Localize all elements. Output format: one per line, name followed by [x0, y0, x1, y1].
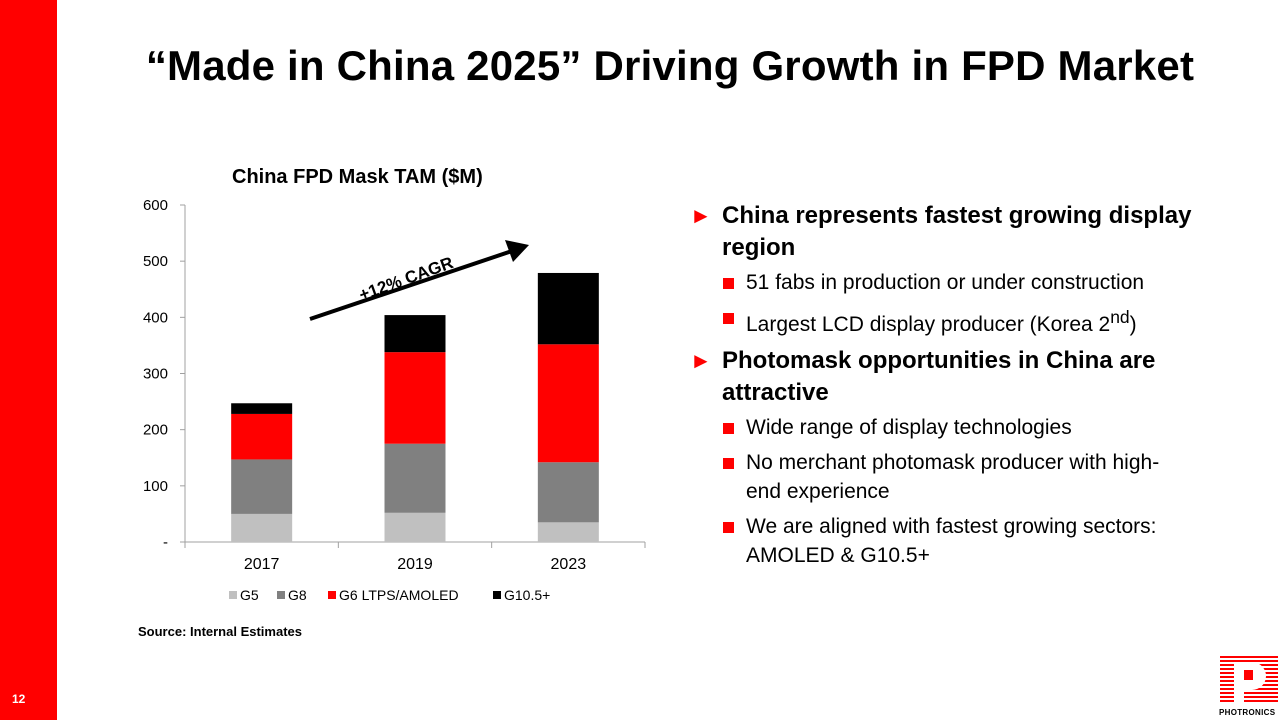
arrow-bullet-icon: ► — [690, 203, 712, 228]
legend-label: G8 — [288, 587, 307, 603]
bar-segment — [231, 513, 293, 542]
bar-segment — [537, 462, 599, 523]
photronics-logo — [1220, 656, 1278, 704]
square-bullet-icon — [723, 313, 734, 324]
y-tick-label: 600 — [143, 197, 168, 214]
bar-segment — [384, 352, 446, 444]
bar-segment — [537, 522, 599, 542]
bullet-list: ► China represents fastest growing displ… — [690, 200, 1250, 576]
bar-segment — [384, 315, 446, 353]
bar-segment — [537, 344, 599, 463]
y-tick-label: 300 — [143, 366, 168, 383]
square-bullet-icon — [723, 522, 734, 533]
arrow-bullet-icon: ► — [690, 348, 712, 373]
square-bullet-icon — [723, 278, 734, 289]
legend-label: G5 — [240, 587, 259, 603]
bullet-sub-text: 51 fabs in production or under construct… — [746, 271, 1145, 294]
x-tick-label: 2017 — [244, 556, 280, 573]
y-tick-label: 100 — [143, 478, 168, 495]
legend-swatch — [328, 591, 336, 599]
y-tick-label: 400 — [143, 309, 168, 326]
bar-segment — [231, 413, 293, 460]
bar-segment — [231, 403, 293, 414]
bullet-sub-text: Wide range of display technologies — [746, 416, 1072, 439]
y-tick-label: 500 — [143, 253, 168, 270]
bullet-main-2: ► Photomask opportunities in China are a… — [690, 345, 1250, 409]
x-tick-label: 2023 — [551, 556, 587, 573]
left-accent-bar — [0, 0, 57, 720]
bullet-main-1: ► China represents fastest growing displ… — [690, 200, 1250, 264]
stacked-bar-chart: - 100 200 300 400 500 600 2017 2019 2023 G5 G8 G6 LT… — [143, 197, 646, 603]
bar-segment — [384, 512, 446, 542]
bullet-sub-text-after: ) — [1129, 313, 1137, 336]
bullet-sub: Wide range of display technologies — [690, 413, 1250, 442]
page-number: 12 — [12, 692, 26, 706]
bullet-sub-superscript: nd — [1110, 307, 1130, 327]
cagr-arrow-head-icon — [505, 240, 529, 262]
cagr-arrow-line — [309, 249, 513, 321]
cagr-annotation: +12% CAGR — [356, 253, 455, 305]
source-note: Source: Internal Estimates — [138, 624, 302, 639]
bullet-sub-text: Largest LCD display producer (Korea 2 — [746, 313, 1111, 336]
legend-swatch — [493, 591, 501, 599]
legend-swatch — [277, 591, 285, 599]
square-bullet-icon — [723, 423, 734, 434]
slide-title: “Made in China 2025” Driving Growth in F… — [145, 42, 1195, 89]
bar-segment — [537, 272, 599, 345]
bullet-sub-text: No merchant photomask producer with high… — [746, 451, 1160, 503]
bullet-sub: 51 fabs in production or under construct… — [690, 268, 1250, 297]
legend-label: G6 LTPS/AMOLED — [339, 587, 459, 603]
logo-text: PHOTRONICS — [1219, 708, 1276, 717]
bullet-sub-text: We are aligned with fastest growing sect… — [746, 515, 1157, 567]
bullet-main-2-text: Photomask opportunities in China are att… — [722, 347, 1156, 406]
y-tick-label: 200 — [143, 422, 168, 439]
bullet-sub: We are aligned with fastest growing sect… — [690, 512, 1176, 570]
y-tick-label: - — [163, 534, 168, 551]
bullet-main-1-text: China represents fastest growing display… — [722, 202, 1192, 261]
bar-segment — [384, 443, 446, 513]
legend-label: G10.5+ — [504, 587, 550, 603]
legend-swatch — [229, 591, 237, 599]
x-tick-label: 2019 — [397, 556, 433, 573]
chart-title: China FPD Mask TAM ($M) — [232, 166, 483, 188]
square-bullet-icon — [723, 458, 734, 469]
bar-segment — [231, 459, 293, 514]
bullet-sub: No merchant photomask producer with high… — [690, 448, 1176, 506]
bullet-sub: Largest LCD display producer (Korea 2nd) — [690, 303, 1250, 339]
